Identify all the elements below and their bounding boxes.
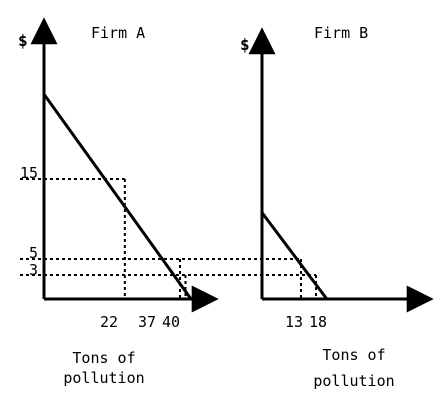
firm-a-x-tick-37: 37 xyxy=(138,313,156,331)
firm-a-title: Firm A xyxy=(91,24,145,42)
firm-a-y-tick-5: 5 xyxy=(29,244,38,262)
firm-a-y-axis-label: $ xyxy=(18,31,28,50)
firm-a-x-axis-title-line2: pollution xyxy=(63,369,144,387)
firm-a-x-tick-22: 22 xyxy=(100,313,118,331)
firm-a-y-tick-3: 3 xyxy=(29,261,38,279)
firm-a-y-tick-15: 15 xyxy=(20,164,38,182)
firm-b-x-tick-18: 18 xyxy=(309,313,327,331)
firm-b-y-axis-label: $ xyxy=(240,35,250,54)
firm-a-x-tick-40: 40 xyxy=(162,313,180,331)
firm-a-x-axis-title-line1: Tons of xyxy=(72,349,135,367)
firm-b-x-axis-title-line1: Tons of xyxy=(322,346,385,364)
firm-a-line xyxy=(42,93,193,300)
firm-b-title: Firm B xyxy=(314,24,368,42)
firm-b-x-axis-title-line2: pollution xyxy=(313,372,394,390)
firm-b-x-tick-13: 13 xyxy=(285,313,303,331)
firm-b-line xyxy=(260,211,328,300)
